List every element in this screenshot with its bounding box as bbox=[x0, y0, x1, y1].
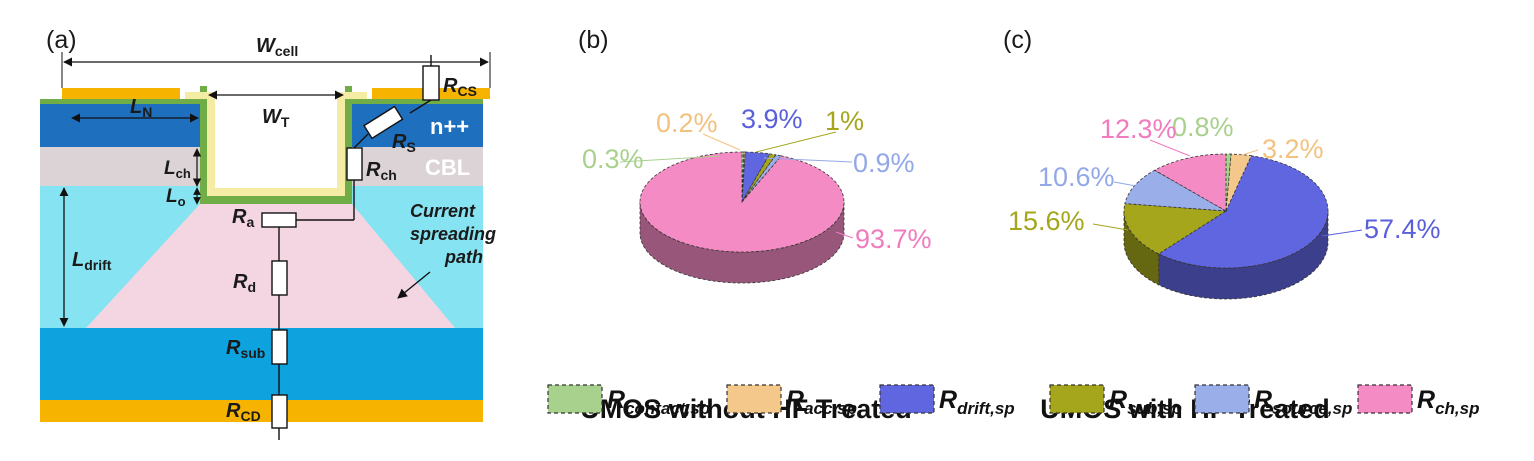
l-o-label: Lo bbox=[166, 186, 186, 209]
data-label-contact: 0.3% bbox=[582, 144, 644, 174]
legend-swatch-source bbox=[1194, 384, 1250, 414]
metal-top-left bbox=[62, 88, 180, 99]
pie-slice-sub bbox=[741, 153, 777, 203]
trench-fill bbox=[215, 88, 337, 188]
leader-line-sub bbox=[1092, 223, 1129, 231]
legend-swatch-drift bbox=[879, 384, 935, 414]
resistor-r-ch bbox=[346, 147, 363, 181]
substrate-layer bbox=[40, 328, 483, 400]
legend-item-contact: Rcontact,sp bbox=[547, 384, 710, 418]
leader-line-acc bbox=[702, 133, 741, 151]
legend-swatch-contact bbox=[547, 384, 603, 414]
panel-label-a: (a) bbox=[46, 26, 77, 54]
pie-slice-ch bbox=[639, 151, 845, 253]
legend-label-ch: Rch,sp bbox=[1417, 386, 1479, 418]
panel-label-c: (c) bbox=[1003, 26, 1032, 54]
leader-line-contact bbox=[619, 155, 721, 163]
leader-line-source bbox=[1113, 181, 1137, 187]
legend-swatch-acc bbox=[726, 384, 782, 414]
legend-label-source: Rsource,sp bbox=[1254, 386, 1352, 418]
resistor-network bbox=[261, 55, 440, 440]
data-label-acc: 3.2% bbox=[1262, 134, 1324, 164]
w-t-label: WT bbox=[262, 106, 290, 130]
legend: Rcontact,sp Racc,sp Rdrift,sp Rsub,sp Rsourc… bbox=[547, 384, 1479, 418]
npp-label: n++ bbox=[430, 114, 469, 139]
leader-line-drift bbox=[1321, 229, 1363, 237]
legend-label-sub: Rsub,sp bbox=[1109, 386, 1182, 418]
legend-item-ch: Rch,sp bbox=[1357, 384, 1479, 418]
data-label-acc: 0.2% bbox=[656, 108, 718, 138]
data-label-source: 0.9% bbox=[853, 148, 915, 178]
pie-slice-drift bbox=[741, 151, 771, 203]
legend-item-source: Rsource,sp bbox=[1194, 384, 1352, 418]
current-spreading-label: Current spreading path bbox=[410, 201, 501, 267]
resistor-r-a bbox=[261, 212, 297, 228]
legend-label-acc: Racc,sp bbox=[786, 386, 857, 418]
resistor-r-s bbox=[363, 105, 404, 140]
legend-item-acc: Racc,sp bbox=[726, 384, 857, 418]
legend-item-sub: Rsub,sp bbox=[1049, 384, 1182, 418]
pie-slice-drift bbox=[1157, 155, 1329, 269]
legend-item-drift: Rdrift,sp bbox=[879, 384, 1015, 418]
leader-line-sub bbox=[755, 131, 837, 153]
r-cd-label: RCD bbox=[226, 400, 261, 424]
l-n-label: LN bbox=[130, 96, 152, 120]
data-label-sub: 1% bbox=[825, 106, 864, 136]
data-label-drift: 3.9% bbox=[741, 104, 803, 134]
legend-swatch-ch bbox=[1357, 384, 1413, 414]
green-top-left bbox=[40, 99, 200, 104]
current-spreading-arrow bbox=[397, 271, 431, 299]
pie-chart-b: 0.3% 0.2% 3.9% 1% 0.9% 93.7% bbox=[582, 104, 932, 284]
cbl-label: CBL bbox=[425, 155, 470, 180]
data-label-ch: 93.7% bbox=[855, 224, 932, 254]
green-top-right bbox=[352, 99, 483, 104]
panel-label-b: (b) bbox=[578, 26, 609, 54]
w-cell-label: Wcell bbox=[256, 35, 298, 59]
data-label-contact: 0.8% bbox=[1172, 112, 1234, 142]
data-label-sub: 15.6% bbox=[1008, 206, 1085, 236]
trench-oxide-lip-right bbox=[345, 92, 367, 99]
resistor-r-cd bbox=[271, 394, 288, 429]
trench-oxide-lip-left bbox=[185, 92, 207, 99]
data-label-source: 10.6% bbox=[1038, 162, 1115, 192]
r-cs-label: RCS bbox=[443, 75, 477, 99]
r-d-label: Rd bbox=[233, 271, 256, 295]
leader-line-source bbox=[763, 157, 853, 163]
legend-label-contact: Rcontact,sp bbox=[607, 386, 710, 418]
current-spreading-region bbox=[86, 204, 455, 328]
r-a-label: Ra bbox=[232, 206, 254, 230]
data-label-drift: 57.4% bbox=[1364, 214, 1441, 244]
l-ch-label: Lch bbox=[164, 158, 191, 181]
leader-line-ch bbox=[835, 231, 854, 239]
leader-line-acc bbox=[1238, 149, 1259, 157]
pie-chart-c: 0.8% 3.2% 57.4% 15.6% 10.6% 12.3% bbox=[1008, 112, 1441, 300]
r-s-label: RS bbox=[392, 131, 416, 155]
data-label-ch: 12.3% bbox=[1100, 114, 1177, 144]
r-ch-label: Rch bbox=[366, 159, 397, 183]
legend-swatch-sub bbox=[1049, 384, 1105, 414]
leader-line-ch bbox=[1149, 139, 1191, 157]
r-sub-label: Rsub bbox=[226, 337, 265, 361]
metal-bottom bbox=[40, 400, 483, 422]
pie-slice-ch bbox=[1153, 153, 1227, 212]
pie-slice-sub bbox=[1123, 203, 1228, 255]
resistor-r-d bbox=[271, 260, 288, 296]
resistor-r-cs bbox=[422, 65, 440, 101]
legend-label-drift: Rdrift,sp bbox=[939, 386, 1015, 418]
resistor-r-sub bbox=[271, 329, 288, 365]
l-drift-label: Ldrift bbox=[72, 249, 112, 273]
schematic: (a) Wcell WT LN Lch Lo bbox=[40, 26, 501, 440]
